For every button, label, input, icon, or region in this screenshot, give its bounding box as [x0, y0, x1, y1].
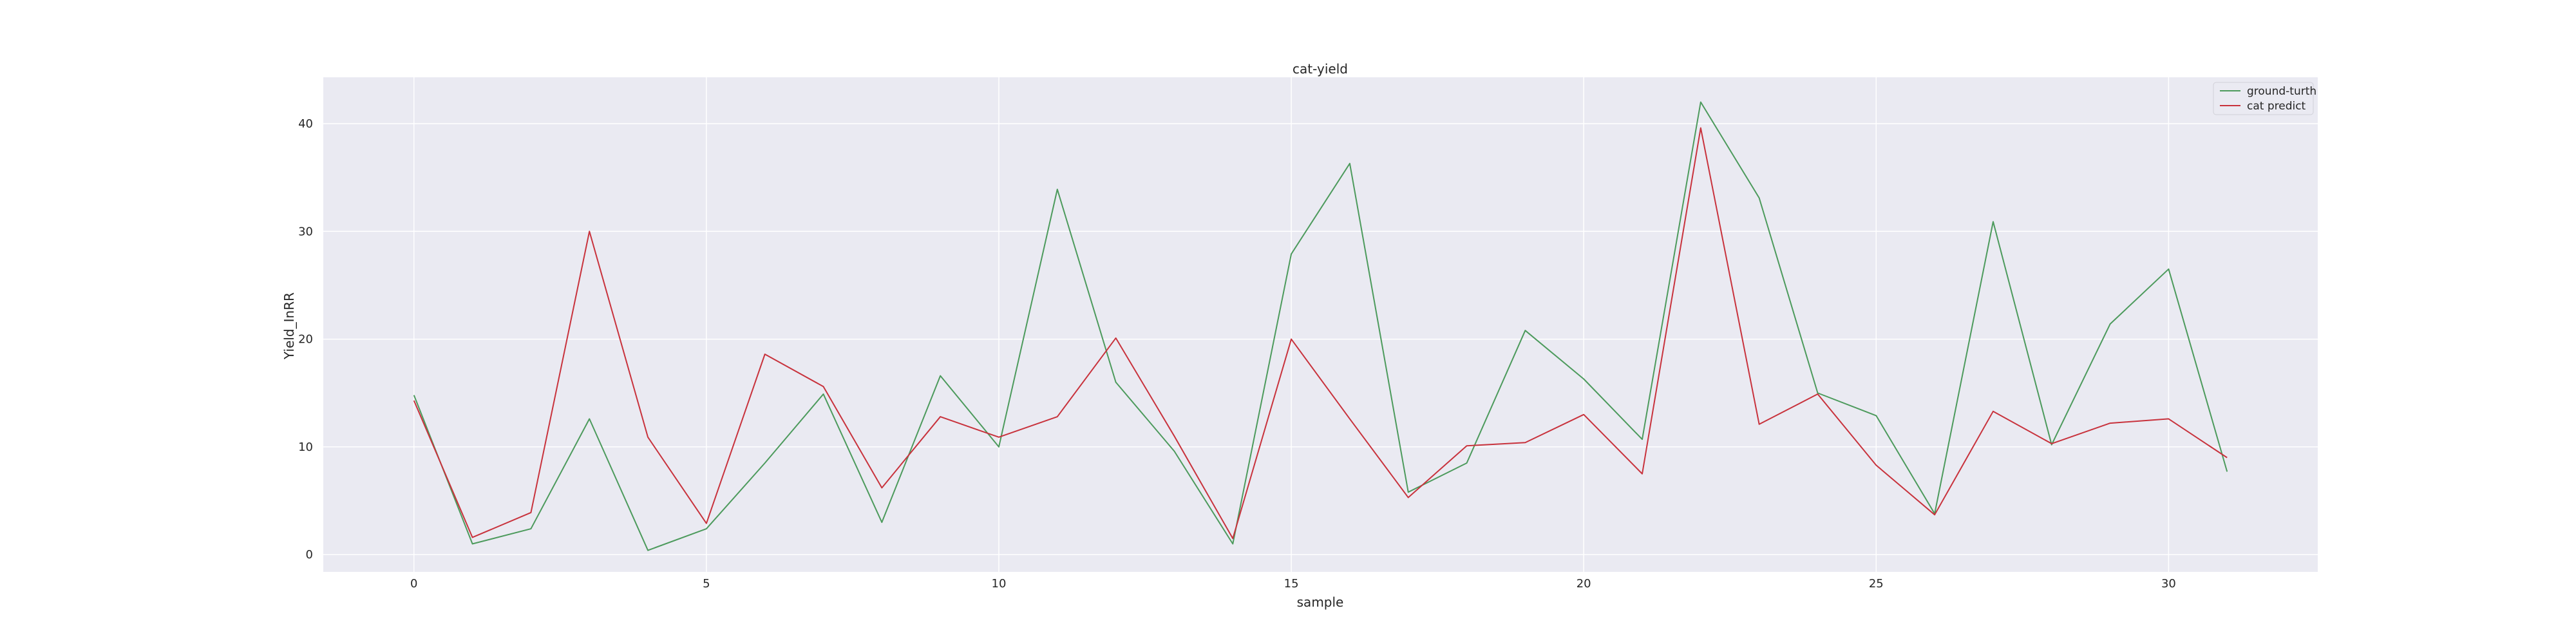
x-axis-label: sample	[1297, 594, 1344, 610]
legend-label-ground-turth: ground-turth	[2247, 85, 2316, 98]
series-line-ground-turth	[413, 101, 2228, 551]
y-tick-label: 20	[298, 333, 313, 346]
x-tick-label: 15	[1284, 577, 1299, 591]
legend: ground-turth cat predict	[2213, 82, 2316, 115]
y-tick-label: 10	[298, 440, 313, 454]
x-tick-label: 0	[410, 577, 417, 591]
x-tick-label: 30	[2161, 577, 2176, 591]
y-tick-label: 30	[298, 225, 313, 238]
x-tick-label: 20	[1577, 577, 1591, 591]
grid-layer	[323, 77, 2318, 572]
plot-area	[323, 77, 2318, 572]
y-tick-label: 0	[306, 548, 313, 562]
y-tick-label: 40	[298, 117, 313, 131]
series-line-cat-predict	[413, 127, 2228, 540]
x-tick-label: 5	[703, 577, 710, 591]
y-axis-label: Yield_InRR	[281, 292, 297, 360]
x-tick-label: 10	[992, 577, 1007, 591]
tick-labels: 0 5 10 15 20 25 30 0 10 20 30 40	[298, 117, 2176, 591]
x-tick-label: 25	[1869, 577, 1884, 591]
chart-title: cat-yield	[1293, 61, 1348, 77]
legend-label-cat-predict: cat predict	[2247, 100, 2306, 113]
series-layer	[413, 101, 2228, 551]
